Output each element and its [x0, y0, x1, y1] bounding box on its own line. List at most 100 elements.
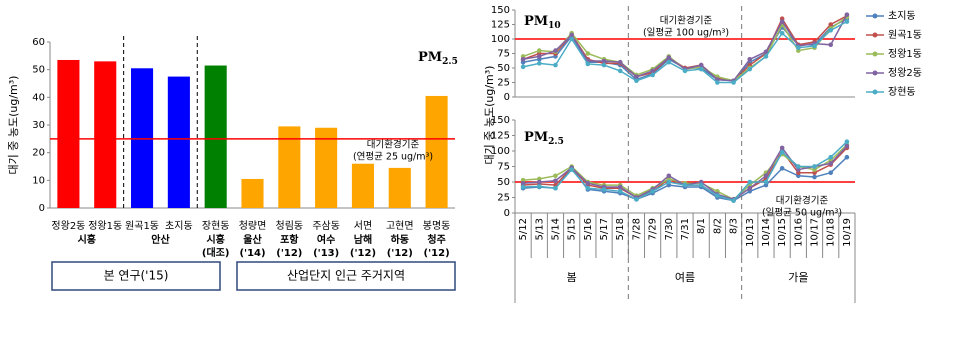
point — [536, 54, 542, 59]
point — [812, 174, 817, 180]
bar — [425, 95, 448, 208]
x-tick-label: 8/3 — [729, 218, 740, 234]
x-tick-label: 10/13 — [745, 218, 756, 247]
point — [812, 43, 817, 49]
y-tick-label: 50 — [497, 63, 510, 74]
y-tick-label: 75 — [497, 162, 510, 173]
point — [747, 57, 753, 62]
point — [666, 179, 672, 185]
x-tick-label: 10/17 — [810, 218, 821, 247]
legend-marker — [872, 51, 878, 57]
point — [682, 182, 688, 188]
point — [828, 154, 834, 160]
point — [698, 66, 704, 72]
point — [601, 187, 607, 192]
point — [553, 173, 558, 179]
y-tick-label: 0 — [39, 203, 45, 214]
x-tick-label: 주삼동 — [312, 220, 340, 232]
legend-marker — [872, 13, 878, 19]
x-tick-label: 5/13 — [534, 218, 545, 240]
bar — [278, 126, 301, 208]
x-tick-label: 봉명동 — [423, 220, 451, 232]
y-tick-label: 100 — [491, 34, 510, 45]
y-tick-label: 30 — [32, 120, 45, 131]
y-tick-label: 0 — [504, 92, 510, 103]
x-tick-label: 서면 — [354, 220, 372, 232]
point — [617, 189, 623, 194]
group-label: ('13) — [313, 248, 339, 259]
x-tick-label: 8/1 — [696, 218, 707, 234]
bar — [204, 65, 227, 209]
bar — [315, 127, 338, 208]
point — [715, 193, 720, 198]
point — [617, 68, 623, 74]
point — [698, 182, 704, 188]
legend-label: 장현동 — [888, 86, 916, 98]
title-subscript: 2.5 — [442, 57, 458, 67]
group-label: 여수 — [317, 233, 335, 246]
y-tick-label: 100 — [491, 146, 510, 157]
point — [828, 42, 834, 48]
point — [520, 180, 526, 186]
point — [779, 145, 785, 151]
section-box — [236, 261, 456, 291]
y-tick-label: 10 — [32, 175, 45, 186]
point — [634, 74, 639, 79]
point — [796, 164, 801, 169]
group-label: ('14) — [239, 248, 265, 259]
point — [747, 179, 753, 185]
point — [553, 178, 558, 184]
title-text: PM — [524, 14, 548, 29]
chart-title: PM2.5 — [418, 50, 458, 67]
x-tick-label: 10/18 — [826, 218, 837, 247]
y-tick-label: 20 — [32, 148, 45, 159]
point — [650, 68, 655, 74]
y-tick-label: 150 — [491, 115, 510, 126]
reference-label: (연평균 25 ug/m³) — [353, 152, 433, 163]
y-tick-label: 50 — [497, 177, 510, 188]
bar — [388, 167, 411, 208]
x-tick-label: 원곡1동 — [125, 220, 159, 232]
point — [763, 173, 769, 179]
point — [553, 185, 558, 191]
point — [585, 180, 591, 186]
point — [617, 184, 623, 190]
point — [553, 48, 558, 53]
x-tick-label: 초지동 — [165, 220, 193, 232]
group-label: 하동 — [391, 233, 409, 246]
group-label: ('12) — [387, 248, 413, 259]
point — [747, 66, 753, 72]
y-axis-label: 대기 중 농도(ug/m³) — [483, 66, 496, 165]
legend-marker — [872, 70, 878, 76]
title-text: PM — [418, 50, 442, 65]
section-label: 산업단지 인근 주거지역 — [287, 269, 405, 283]
point — [634, 78, 639, 84]
point — [585, 51, 591, 56]
x-tick-label: 5/16 — [583, 218, 594, 240]
point — [828, 22, 834, 27]
point — [844, 139, 850, 144]
reference-label: (일평균 100 ug/m³) — [643, 28, 729, 39]
reference-label: 대기환경기준 — [660, 15, 713, 27]
group-label: 안산 — [151, 233, 170, 246]
bar — [167, 76, 190, 208]
x-tick-label: 청량면 — [239, 220, 267, 232]
title-subscript: 10 — [548, 21, 561, 31]
point — [536, 48, 542, 53]
section-label: 본 연구('15) — [104, 269, 169, 283]
x-tick-label: 7/28 — [631, 218, 642, 240]
y-tick-label: 75 — [497, 49, 510, 60]
group-label: 울산 — [243, 233, 262, 246]
point — [520, 184, 526, 190]
x-tick-label: 8/2 — [712, 218, 723, 234]
series-line — [523, 156, 848, 202]
bar — [94, 61, 117, 208]
group-label: (대조) — [202, 246, 230, 259]
point — [779, 149, 785, 155]
point — [747, 185, 753, 191]
x-tick-label: 7/31 — [680, 218, 691, 240]
group-label: 청주 — [427, 233, 445, 246]
reference-label: 대기환경기준 — [367, 139, 420, 151]
point — [569, 36, 574, 42]
